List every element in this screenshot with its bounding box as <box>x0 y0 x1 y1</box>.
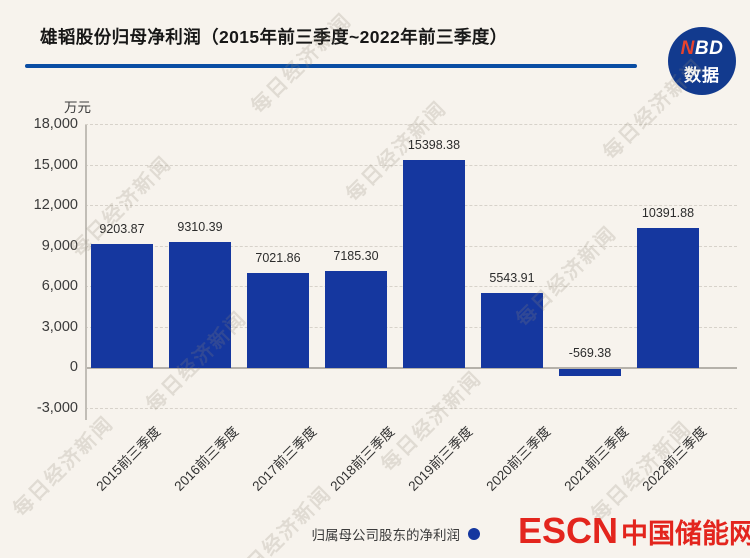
bar-value-label: 15398.38 <box>407 138 461 153</box>
bar <box>247 273 309 368</box>
escn-logo: ESCN 中国储能网 <box>518 510 750 552</box>
y-axis-label: 6,000 <box>41 278 78 294</box>
bar-value-label: 9310.39 <box>177 220 223 235</box>
y-axis-label: 0 <box>69 359 78 375</box>
nbd-logo-caption: 数据 <box>684 66 720 85</box>
nbd-logo: NBD 数据 <box>668 27 736 95</box>
bar-value-label: 10391.88 <box>641 205 695 220</box>
y-axis-label: 12,000 <box>33 197 78 213</box>
bar-value-label: 7185.30 <box>333 248 379 263</box>
bar <box>169 242 231 368</box>
grid-line <box>85 407 737 409</box>
y-axis-label: -3,000 <box>36 399 78 416</box>
nbd-letter-n: N <box>680 38 695 59</box>
escn-logo-abbr: ESCN <box>518 510 619 551</box>
bar <box>559 369 621 376</box>
y-axis-label: 9,000 <box>41 237 78 254</box>
bar <box>637 227 699 368</box>
bar <box>481 293 543 368</box>
nbd-letters-bd: BD <box>694 38 724 59</box>
y-axis-unit-label: 万元 <box>64 100 91 115</box>
y-axis-label: 3,000 <box>41 318 78 335</box>
y-axis-line <box>85 125 87 420</box>
zero-axis-line <box>85 367 737 369</box>
escn-logo-name: 中国储能网 <box>621 519 750 549</box>
grid-line <box>85 124 737 125</box>
bar-value-label: 7021.86 <box>255 251 301 266</box>
legend-marker-dot <box>468 528 480 540</box>
y-axis-label: 18,000 <box>33 116 78 132</box>
bar-value-label: 9203.87 <box>99 221 145 236</box>
y-axis-label: 15,000 <box>33 156 78 173</box>
bar-value-label: 5543.91 <box>489 271 535 286</box>
bar <box>325 270 387 368</box>
chart-legend: 归属母公司股东的净利润 <box>0 524 480 544</box>
bar <box>91 243 153 368</box>
nbd-logo-text: NBD <box>668 38 736 60</box>
title-underline <box>25 64 637 68</box>
page-title: 雄韬股份归母净利润（2015年前三季度~2022年前三季度） <box>40 27 508 47</box>
bar <box>403 160 465 368</box>
bar-value-label: -569.38 <box>568 346 612 360</box>
legend-label: 归属母公司股东的净利润 <box>311 528 461 543</box>
